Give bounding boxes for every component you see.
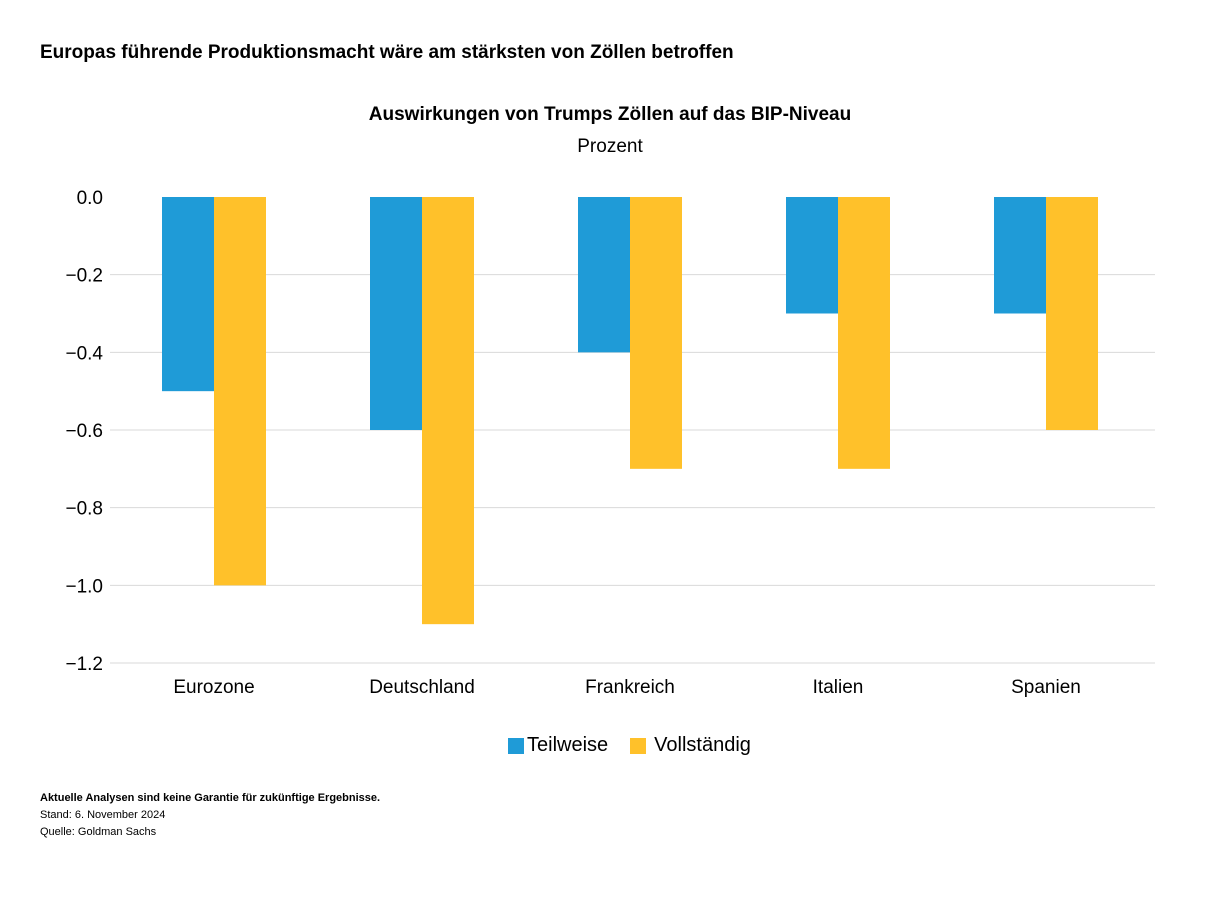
bar-vollständig-eurozone	[214, 197, 266, 586]
x-tick-label: Eurozone	[173, 677, 254, 698]
bar-vollständig-deutschland	[422, 197, 474, 625]
legend-label: Vollständig	[654, 734, 751, 756]
bar-teilweise-eurozone	[162, 197, 214, 392]
source-note: Quelle: Goldman Sachs	[40, 826, 157, 838]
bar-vollständig-frankreich	[630, 197, 682, 469]
x-tick-label: Spanien	[1011, 677, 1081, 698]
x-tick-label: Italien	[813, 677, 864, 698]
legend-item-vollstaendig: Vollständig	[630, 734, 751, 757]
bar-chart: 0.0 −0.2 −0.4 −0.6 −0.8 −1.0 −1.2 Eurozone Deuts…	[65, 188, 1155, 698]
bar-vollständig-italien	[838, 197, 890, 469]
legend-swatch	[630, 737, 647, 754]
bar-teilweise-frankreich	[578, 197, 630, 353]
y-tick-label: −1.0	[65, 576, 103, 597]
chart-subtitle: Prozent	[577, 136, 643, 157]
bar-teilweise-deutschland	[370, 197, 422, 430]
y-tick-label: −0.8	[65, 499, 103, 520]
legend-swatch	[508, 737, 524, 754]
x-tick-label: Frankreich	[585, 677, 675, 698]
legend-item-teilweise: Teilweise	[508, 734, 608, 757]
bar-teilweise-spanien	[994, 197, 1046, 314]
legend-label: Teilweise	[527, 734, 609, 756]
date-note: Stand: 6. November 2024	[40, 809, 166, 821]
y-tick-label: −0.6	[65, 421, 103, 442]
bar-teilweise-italien	[786, 197, 838, 314]
y-tick-label: −0.4	[65, 343, 103, 364]
legend: Teilweise Vollständig	[508, 734, 773, 757]
bar-vollständig-spanien	[1046, 197, 1098, 430]
y-tick-label: 0.0	[77, 188, 103, 209]
y-tick-label: −0.2	[65, 266, 103, 287]
disclaimer: Aktuelle Analysen sind keine Garantie fü…	[40, 792, 381, 804]
chart-title: Auswirkungen von Trumps Zöllen auf das B…	[368, 104, 852, 125]
y-tick-label: −1.2	[65, 654, 103, 675]
x-tick-label: Deutschland	[369, 677, 475, 698]
headline: Europas führende Produktionsmacht wäre a…	[40, 42, 734, 63]
